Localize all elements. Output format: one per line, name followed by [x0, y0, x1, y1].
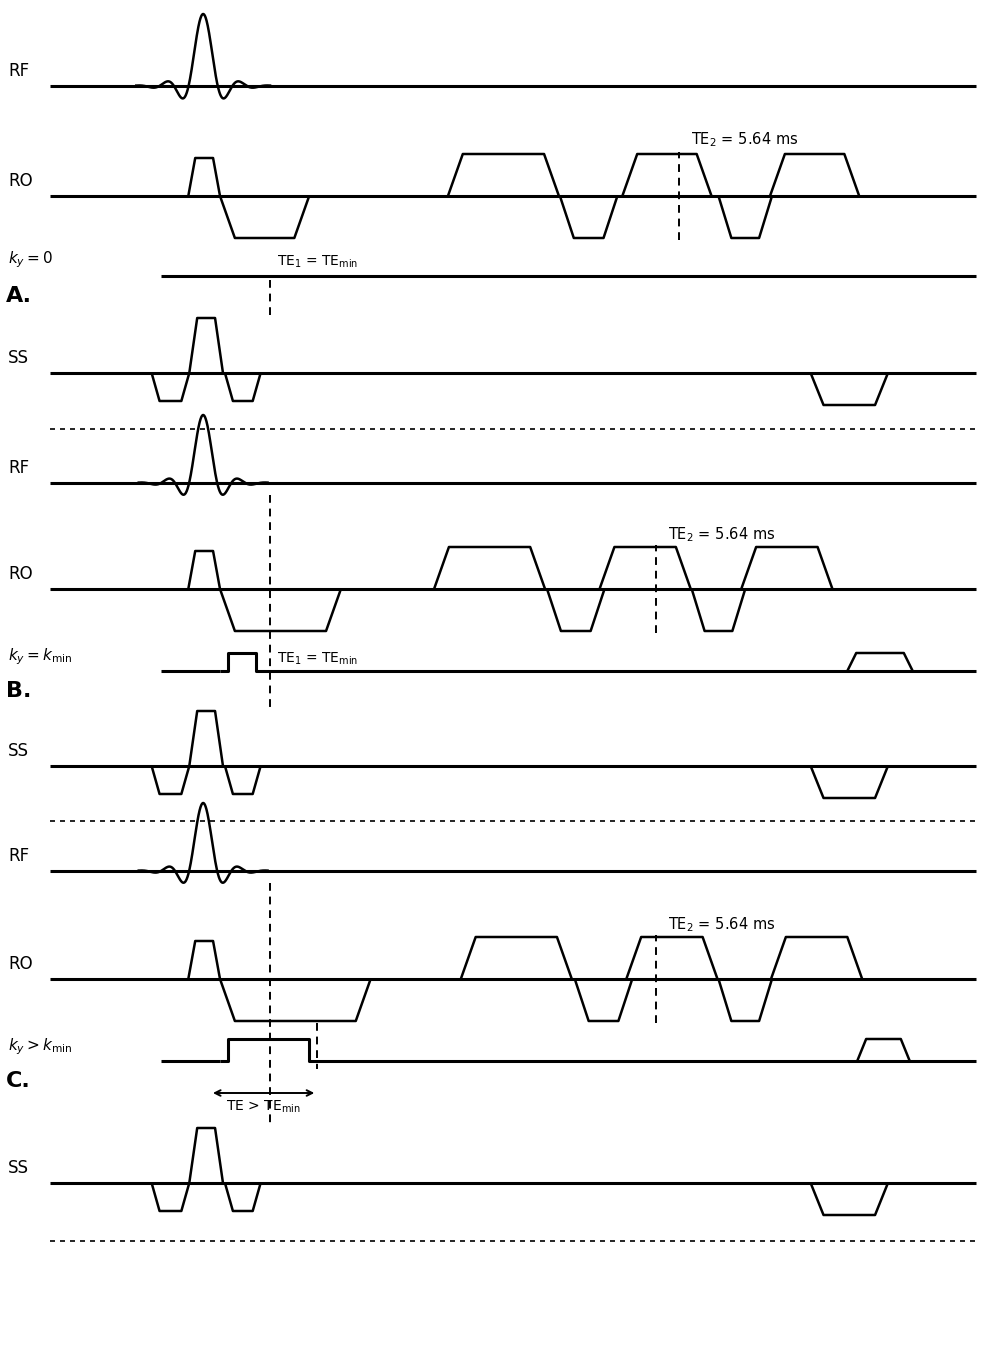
- Text: C.: C.: [6, 1071, 31, 1091]
- Text: TE$_1$ = TE$_\mathrm{min}$: TE$_1$ = TE$_\mathrm{min}$: [277, 254, 359, 270]
- Text: RO: RO: [8, 171, 33, 191]
- Text: TE$_1$ = TE$_\mathrm{min}$: TE$_1$ = TE$_\mathrm{min}$: [277, 651, 359, 668]
- Text: RF: RF: [8, 62, 29, 80]
- Text: TE$_2$ = 5.64 ms: TE$_2$ = 5.64 ms: [668, 525, 775, 544]
- Text: B.: B.: [6, 681, 32, 701]
- Text: $k_y > k_\mathrm{min}$: $k_y > k_\mathrm{min}$: [8, 1036, 72, 1057]
- Text: TE$_2$ = 5.64 ms: TE$_2$ = 5.64 ms: [668, 916, 775, 934]
- Text: SS: SS: [8, 742, 29, 760]
- Text: RF: RF: [8, 847, 29, 865]
- Text: RO: RO: [8, 956, 33, 973]
- Text: TE > TE$_\mathrm{min}$: TE > TE$_\mathrm{min}$: [226, 1100, 301, 1116]
- Text: SS: SS: [8, 350, 29, 367]
- Text: $k_y = 0$: $k_y = 0$: [8, 250, 53, 270]
- Text: A.: A.: [6, 287, 32, 306]
- Text: TE$_2$ = 5.64 ms: TE$_2$ = 5.64 ms: [691, 130, 798, 149]
- Text: RO: RO: [8, 565, 33, 583]
- Text: $k_y = k_\mathrm{min}$: $k_y = k_\mathrm{min}$: [8, 646, 72, 668]
- Text: SS: SS: [8, 1158, 29, 1176]
- Text: RF: RF: [8, 459, 29, 477]
